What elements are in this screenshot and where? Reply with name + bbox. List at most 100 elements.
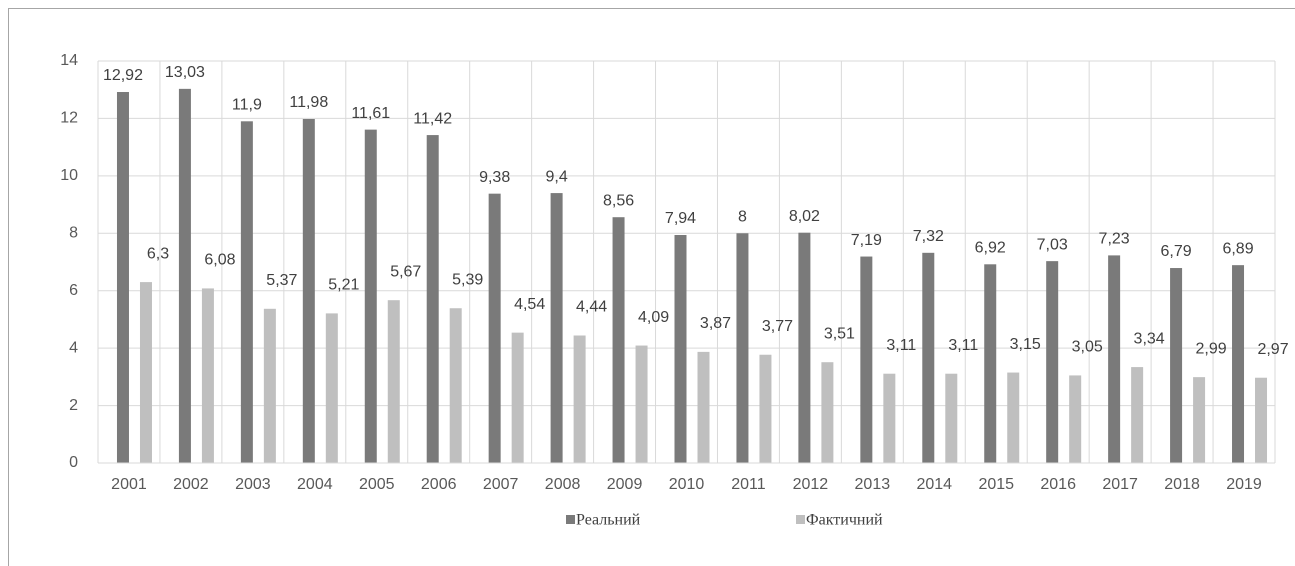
x-tick-label: 2013 (855, 476, 891, 493)
bar (1108, 255, 1121, 463)
data-label: 6,79 (1161, 243, 1192, 260)
data-label: 8,56 (603, 192, 634, 209)
x-tick-label: 2018 (1164, 476, 1200, 493)
bar (635, 345, 648, 463)
data-label: 8 (738, 209, 747, 226)
frame (8, 8, 1295, 566)
data-label: 6,3 (147, 245, 169, 262)
legend-swatch (566, 515, 575, 524)
bar (1193, 377, 1206, 463)
y-tick-label: 4 (69, 339, 78, 356)
data-label: 3,51 (824, 325, 855, 342)
data-label: 13,03 (165, 64, 205, 81)
data-label: 9,38 (479, 169, 510, 186)
data-label: 2,97 (1257, 341, 1288, 358)
data-label: 11,61 (351, 105, 390, 122)
bar (883, 373, 896, 463)
x-tick-label: 2009 (607, 476, 643, 493)
data-label: 6,08 (204, 252, 235, 269)
data-label: 12,92 (103, 67, 143, 84)
y-tick-label: 10 (60, 167, 78, 184)
bar (426, 135, 439, 463)
bar (116, 92, 129, 464)
bar (1069, 375, 1082, 463)
y-tick-label: 14 (60, 52, 78, 69)
x-tick-label: 2016 (1040, 476, 1076, 493)
bar (240, 121, 253, 464)
legend-label: Фактичний (806, 512, 883, 529)
x-tick-label: 2014 (916, 476, 952, 493)
data-label: 3,15 (1010, 336, 1041, 353)
bar (1170, 268, 1183, 463)
y-tick-label: 6 (69, 282, 78, 299)
bar (821, 362, 834, 463)
data-label: 5,37 (266, 272, 297, 289)
data-label: 5,39 (452, 271, 483, 288)
bar (139, 282, 152, 463)
data-label: 6,92 (975, 240, 1006, 257)
data-label: 11,98 (289, 94, 328, 111)
bar (1046, 261, 1059, 463)
data-label: 5,21 (328, 277, 359, 294)
bar (1007, 372, 1020, 463)
bar (511, 332, 524, 463)
data-label: 4,44 (576, 299, 607, 316)
bar (263, 308, 276, 463)
y-tick-label: 8 (69, 225, 78, 242)
data-label: 7,03 (1037, 236, 1068, 253)
data-label: 5,67 (390, 263, 421, 280)
legend-swatch (796, 515, 805, 524)
bar (759, 354, 772, 463)
bar (573, 335, 586, 463)
y-tick-label: 2 (69, 397, 78, 414)
x-tick-label: 2012 (793, 476, 829, 493)
x-tick-label: 2011 (731, 476, 766, 493)
x-tick-label: 2005 (359, 476, 395, 493)
data-label: 7,19 (851, 232, 882, 249)
bar (488, 193, 501, 463)
bar (697, 351, 710, 463)
data-label: 3,87 (700, 315, 731, 332)
bar (178, 88, 191, 464)
data-label: 3,11 (886, 337, 916, 354)
x-tick-label: 2001 (111, 476, 147, 493)
bar (449, 308, 462, 463)
data-label: 7,94 (665, 210, 696, 227)
data-label: 11,9 (232, 97, 262, 114)
data-label: 11,42 (413, 110, 452, 127)
x-tick-label: 2008 (545, 476, 581, 493)
data-label: 3,11 (948, 337, 978, 354)
bar (945, 373, 958, 463)
x-tick-label: 2015 (978, 476, 1014, 493)
bar (201, 288, 214, 463)
bar (612, 217, 625, 463)
bar (1131, 367, 1144, 463)
bar (387, 300, 400, 463)
legend-label: Реальний (576, 512, 641, 529)
x-tick-label: 2007 (483, 476, 519, 493)
data-label: 7,32 (913, 228, 944, 245)
bar (550, 193, 563, 464)
bar (860, 256, 873, 463)
x-tick-label: 2003 (235, 476, 271, 493)
data-label: 3,77 (762, 318, 793, 335)
x-tick-label: 2017 (1102, 476, 1138, 493)
bar (798, 232, 811, 463)
bar (736, 233, 749, 463)
data-label: 3,05 (1072, 339, 1103, 356)
data-label: 6,89 (1222, 240, 1253, 257)
data-label: 7,23 (1099, 231, 1130, 248)
bar (1232, 265, 1245, 463)
data-label: 4,54 (514, 296, 545, 313)
x-tick-label: 2004 (297, 476, 333, 493)
data-label: 8,02 (789, 208, 820, 225)
bar (364, 129, 377, 463)
bar (302, 119, 315, 463)
data-label: 9,4 (545, 168, 567, 185)
bar (1255, 377, 1268, 463)
data-label: 3,34 (1134, 330, 1165, 347)
y-tick-label: 12 (60, 110, 78, 127)
x-tick-label: 2019 (1226, 476, 1262, 493)
bar (325, 313, 338, 463)
